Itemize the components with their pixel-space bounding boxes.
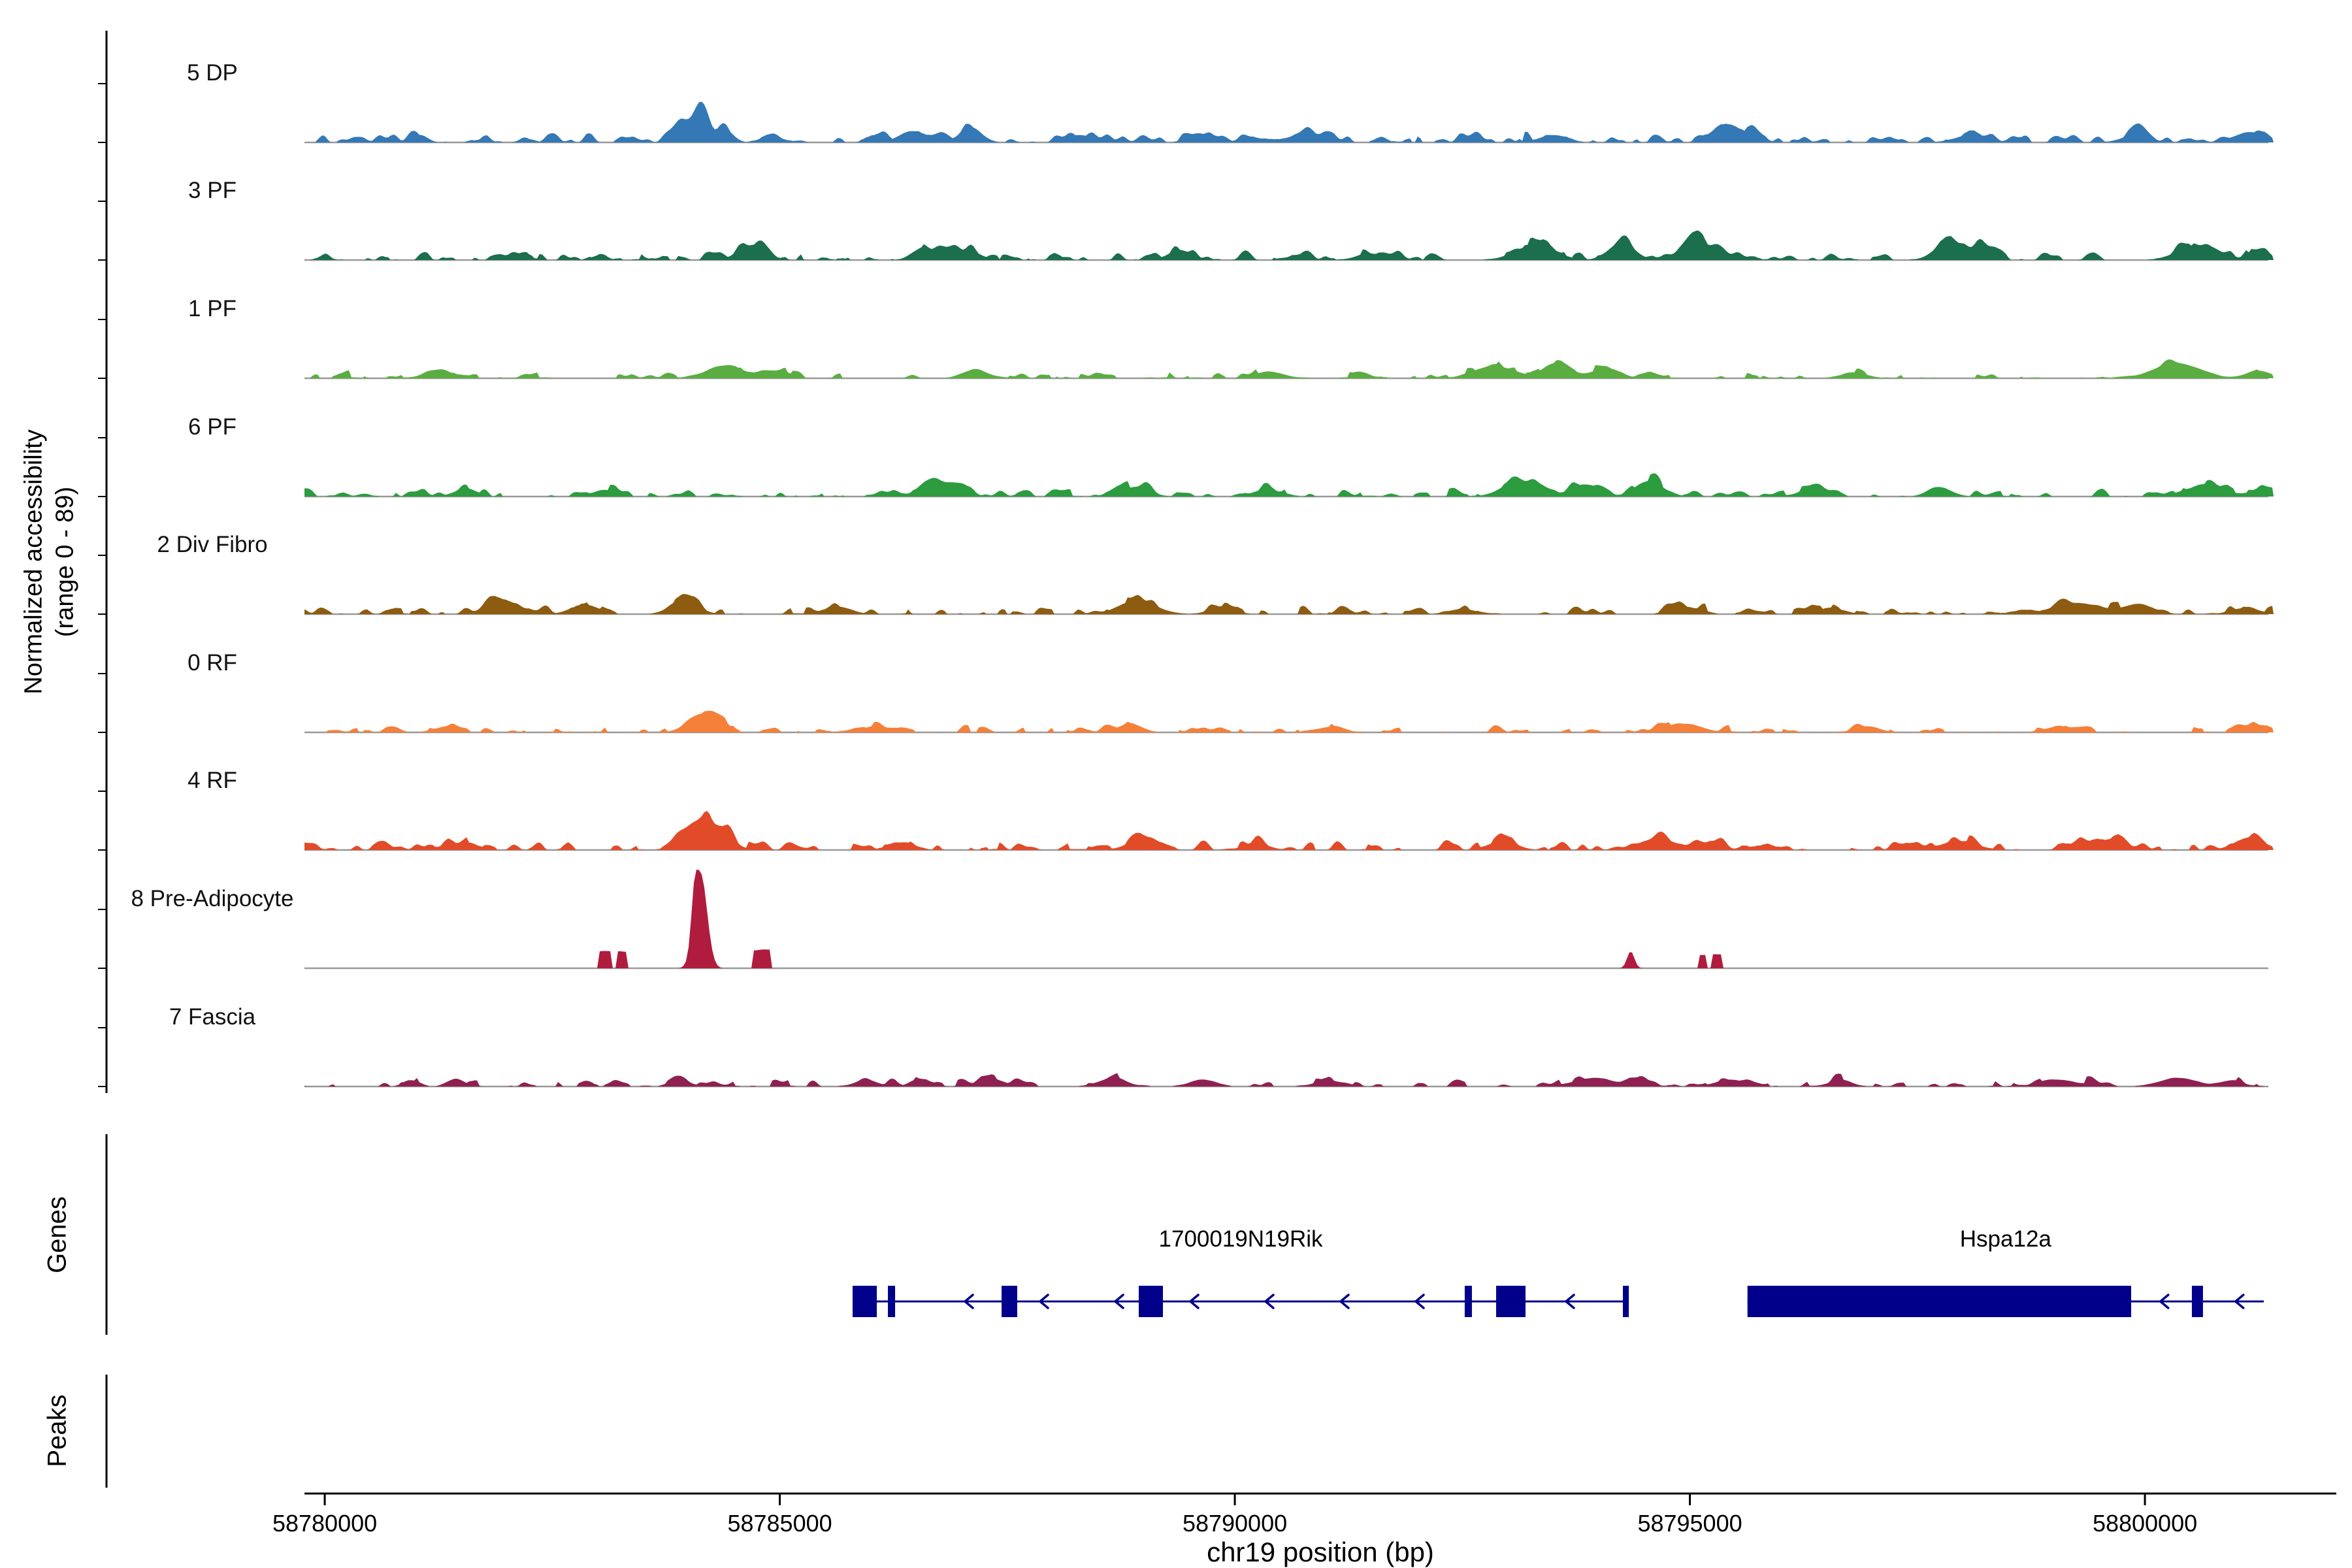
gene-exon-1700019n19rik: [1002, 1286, 1017, 1317]
x-axis-tick-label: 58790000: [1183, 1510, 1287, 1537]
peaks-section-label: Peaks: [42, 1394, 72, 1467]
x-axis-title: chr19 position (bp): [1207, 1537, 1434, 1567]
x-axis-tick-label: 58795000: [1637, 1510, 1742, 1537]
track-label-3-pf: 3 PF: [188, 178, 237, 203]
gene-strand-arrow-icon: [963, 1294, 974, 1309]
track-label-1-pf: 1 PF: [188, 296, 237, 321]
track-signal-5-dp: [304, 101, 2274, 142]
track-signal-2-div-fibro: [304, 594, 2274, 614]
x-axis-tick-label: 58785000: [727, 1510, 832, 1537]
y-axis-label-line1: Normalized accessibility: [20, 429, 48, 694]
track-signal-8-pre-adipocyte: [304, 870, 2274, 968]
track-signal-4-rf: [304, 811, 2274, 850]
gene-exon-1700019n19rik: [1464, 1286, 1472, 1317]
gene-strand-arrow-icon: [1188, 1294, 1200, 1309]
gene-strand-arrow-icon: [1113, 1294, 1124, 1309]
gene-name-hspa12a: Hspa12a: [1960, 1226, 2052, 1252]
x-axis-tick-label: 58780000: [272, 1510, 377, 1537]
gene-exon-1700019n19rik: [1623, 1286, 1629, 1317]
gene-exon-hspa12a: [1747, 1286, 2131, 1317]
gene-exon-1700019n19rik: [852, 1286, 877, 1317]
track-signal-0-rf: [304, 711, 2274, 732]
track-signal-1-pf: [304, 359, 2274, 378]
gene-strand-arrow-icon: [1414, 1294, 1425, 1309]
gene-exon-hspa12a: [2191, 1286, 2203, 1317]
x-axis-tick-label: 58800000: [2093, 1510, 2197, 1537]
track-label-2-div-fibro: 2 Div Fibro: [157, 532, 268, 557]
track-label-0-rf: 0 RF: [188, 650, 237, 676]
track-label-4-rf: 4 RF: [188, 768, 237, 793]
gene-exon-1700019n19rik: [1495, 1286, 1526, 1317]
gene-strand-arrow-icon: [1339, 1294, 1350, 1309]
track-label-8-pre-adipocyte: 8 Pre-Adipocyte: [131, 886, 294, 911]
genes-section-label: Genes: [42, 1196, 72, 1273]
track-signal-6-pf: [304, 473, 2274, 497]
gene-strand-arrow-icon: [1564, 1294, 1575, 1309]
gene-strand-arrow-icon: [2233, 1294, 2245, 1309]
gene-strand-arrow-icon: [1038, 1294, 1049, 1309]
track-label-6-pf: 6 PF: [188, 414, 237, 440]
track-label-7-fascia: 7 Fascia: [169, 1004, 256, 1030]
gene-exon-1700019n19rik: [888, 1286, 896, 1317]
track-signal-7-fascia: [304, 1073, 2274, 1086]
track-signal-3-pf: [304, 230, 2274, 260]
gene-name-1700019n19rik: 1700019N19Rik: [1159, 1226, 1324, 1252]
gene-strand-arrow-icon: [2158, 1294, 2170, 1309]
gene-strand-arrow-icon: [1264, 1294, 1275, 1309]
track-label-5-dp: 5 DP: [187, 60, 238, 86]
gene-exon-1700019n19rik: [1138, 1286, 1164, 1317]
